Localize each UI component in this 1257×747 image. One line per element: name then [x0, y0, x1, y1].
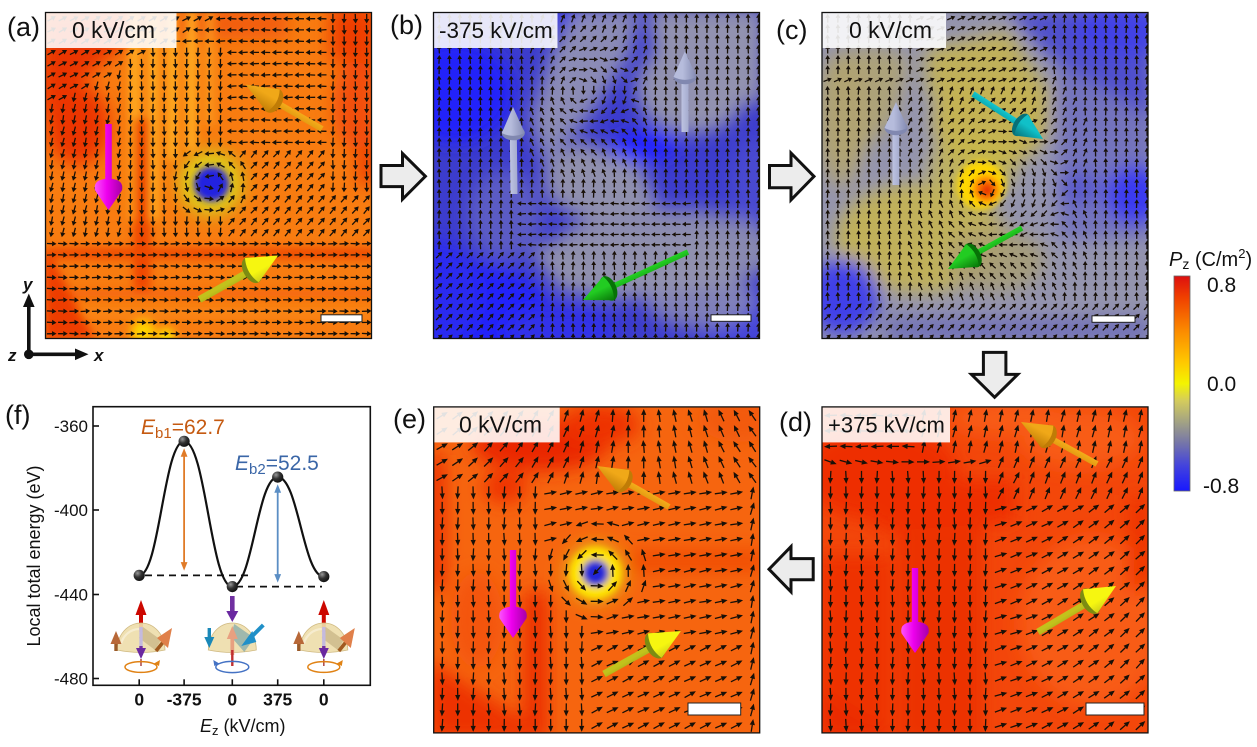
svg-text:0.8: 0.8 — [1207, 274, 1236, 297]
svg-text:-440: -440 — [54, 586, 88, 605]
svg-text:(e): (e) — [393, 404, 426, 434]
svg-text:-360: -360 — [54, 417, 88, 436]
svg-text:x: x — [93, 346, 105, 365]
svg-text:y: y — [22, 275, 34, 294]
svg-text:Pz (C/m2): Pz (C/m2) — [1169, 246, 1252, 272]
svg-text:0.0: 0.0 — [1207, 373, 1236, 396]
svg-text:-0.8: -0.8 — [1203, 475, 1239, 498]
svg-text:-480: -480 — [54, 670, 88, 689]
svg-text:0 kV/cm: 0 kV/cm — [459, 411, 542, 437]
svg-text:-375 kV/cm: -375 kV/cm — [439, 18, 553, 43]
svg-text:(b): (b) — [390, 10, 423, 40]
svg-text:0: 0 — [319, 689, 329, 709]
svg-text:-400: -400 — [54, 501, 88, 520]
svg-text:0: 0 — [227, 689, 237, 709]
svg-text:Eb1=62.7: Eb1=62.7 — [141, 416, 225, 442]
svg-text:Eb2=52.5: Eb2=52.5 — [235, 452, 319, 478]
svg-text:Ez (kV/cm): Ez (kV/cm) — [200, 716, 286, 738]
svg-text:-375: -375 — [167, 689, 202, 709]
svg-text:375: 375 — [263, 689, 292, 709]
svg-text:(f): (f) — [5, 400, 30, 430]
svg-text:+375 kV/cm: +375 kV/cm — [828, 412, 945, 437]
svg-text:(a): (a) — [7, 12, 40, 42]
svg-text:Local total energy (eV): Local total energy (eV) — [24, 465, 44, 646]
svg-text:(c): (c) — [776, 15, 807, 45]
svg-text:0 kV/cm: 0 kV/cm — [72, 17, 155, 43]
svg-text:0: 0 — [134, 689, 144, 709]
svg-text:0 kV/cm: 0 kV/cm — [849, 17, 932, 43]
svg-text:(d): (d) — [779, 407, 812, 437]
svg-text:z: z — [7, 346, 17, 365]
